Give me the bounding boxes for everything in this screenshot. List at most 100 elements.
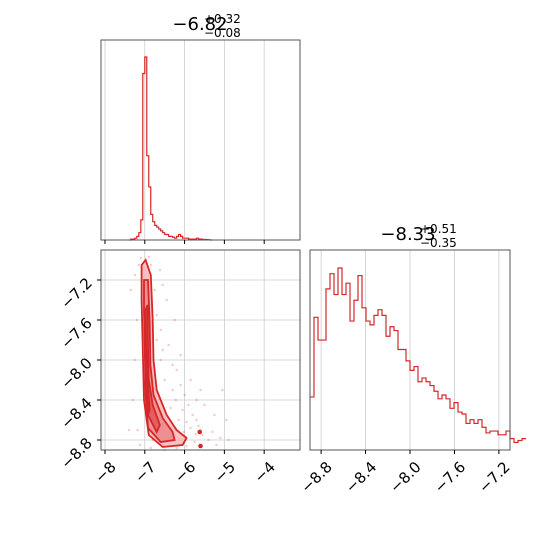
title-param-2-median: −8.33: [380, 224, 435, 245]
scatter-point: [191, 413, 194, 417]
scatter-point: [135, 318, 139, 322]
scatter-point: [181, 408, 184, 412]
scatter-point: [175, 446, 178, 450]
scatter-point: [203, 403, 206, 407]
scatter-point: [149, 446, 152, 450]
scatter-point: [139, 256, 142, 260]
scatter-point: [149, 263, 152, 267]
scatter-point: [225, 418, 228, 422]
scatter-point: [155, 338, 158, 342]
scatter-point: [197, 424, 200, 428]
scatter-point: [221, 388, 224, 392]
x-ticks-param-1: [104, 240, 265, 244]
grid-param-2: [320, 250, 500, 450]
x-tick-label: −4: [251, 458, 279, 486]
x-tick-label: −8.8: [297, 458, 335, 496]
scatter-point: [155, 313, 158, 317]
scatter-point: [137, 263, 141, 267]
scatter-point: [187, 403, 190, 407]
scatter-point: [185, 420, 188, 424]
scatter-point: [189, 378, 192, 382]
scatter-point: [173, 318, 176, 322]
x-tick-label: −8.0: [386, 458, 424, 496]
y-tick-label: −7.6: [57, 314, 95, 352]
title-param-1-minus: −0.08: [204, 26, 241, 40]
contour-level: [145, 349, 151, 416]
y-ticks-2d: −7.2−7.6−8.0−8.4−8.8: [57, 274, 101, 473]
scatter-point: [159, 358, 162, 362]
scatter-point: [179, 353, 182, 357]
x-tick-label: −7.2: [475, 458, 513, 496]
x-ticks-2d: −8 −7 −6 −5 −4: [91, 450, 279, 486]
title-param-2-minus: −0.35: [420, 236, 457, 250]
scatter-point: [133, 273, 137, 277]
x-tick-label: −7.6: [431, 458, 469, 496]
scatter-point: [219, 436, 222, 440]
scatter-point: [227, 438, 230, 442]
scatter-point: [131, 398, 135, 402]
scatter-point: [174, 398, 178, 402]
scatter-point: [211, 430, 214, 434]
scatter-point: [165, 298, 168, 302]
y-tick-label: −7.2: [57, 274, 95, 312]
scatter-point: [175, 368, 178, 372]
highlight-point: [197, 429, 203, 435]
grid-param-1: [104, 40, 265, 240]
y-tick-label: −8.8: [57, 434, 95, 472]
scatter-point: [194, 432, 197, 436]
scatter-point: [207, 438, 210, 442]
highlight-points: [197, 429, 203, 449]
scatter-point: [183, 393, 186, 397]
panel-hist-param-1: −6.82 +0.32 −0.08: [100, 12, 301, 244]
y-tick-label: −8.4: [57, 394, 95, 432]
scatter-point: [161, 283, 164, 287]
grid-2d: [101, 250, 300, 450]
title-param-1-plus: +0.32: [204, 12, 241, 26]
scatter-point: [161, 348, 164, 352]
x-tick-label: −8.4: [342, 458, 380, 496]
frame-param-1: [100, 39, 301, 241]
scatter-point: [193, 440, 196, 444]
title-param-1: −6.82: [172, 14, 227, 35]
x-tick-label: −5: [211, 458, 239, 486]
contours: [140, 258, 188, 448]
scatter-point: [171, 388, 174, 392]
panel-hist-param-2: −8.33 +0.51 −0.35 −8.8 −8.4 −8.0 −7.6 −7.2: [297, 222, 526, 497]
scatter-point: [189, 426, 192, 430]
histogram-param-2: [310, 267, 526, 444]
scatter-point: [169, 406, 172, 410]
frame-2d: [100, 249, 301, 451]
scatter-point: [215, 443, 218, 447]
x-ticks-param-2: −8.8 −8.4 −8.0 −7.6 −7.2: [297, 450, 514, 497]
scatter-point: [153, 288, 156, 292]
title-param-2-plus: +0.51: [420, 222, 457, 236]
scatter-point: [163, 378, 166, 382]
scatter-point: [138, 443, 142, 447]
x-tick-label: −7: [131, 458, 159, 486]
scatter-point: [182, 430, 185, 434]
scatter-point: [129, 288, 133, 292]
scatter-point: [158, 268, 162, 272]
scatter-point: [136, 428, 139, 432]
x-tick-label: −8: [91, 458, 119, 486]
scatter-point: [167, 343, 170, 347]
scatter-point: [147, 255, 150, 259]
scatter-point: [177, 418, 180, 422]
scatter-point: [185, 444, 188, 448]
scatter-point: [201, 433, 204, 437]
histogram-param-1: [128, 56, 213, 241]
scatter-point: [199, 388, 202, 392]
x-tick-label: −6: [171, 458, 199, 486]
y-tick-label: −8.0: [57, 354, 95, 392]
scatter-point: [133, 358, 137, 362]
scatter-point: [159, 328, 162, 332]
scatter-point: [179, 383, 182, 387]
scatter-point: [195, 398, 198, 402]
title-param-1-median: −6.82: [172, 14, 227, 35]
title-param-2: −8.33: [380, 224, 435, 245]
panel-2d-param-1-vs-2: −8 −7 −6 −5 −4 −7.2−7.6−8.0−8.4−8.8: [57, 249, 301, 486]
scatter-point: [195, 418, 198, 422]
scatter-point: [127, 428, 131, 432]
scatter-point: [213, 413, 216, 417]
